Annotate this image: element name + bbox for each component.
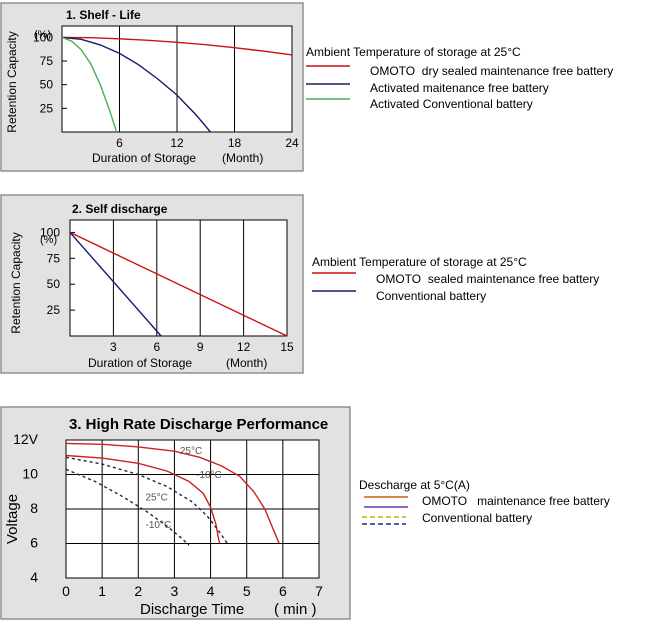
x-tick-label: 6 (279, 583, 287, 599)
y-tick-label: 10 (22, 466, 38, 482)
y-tick-label: 25 (40, 101, 54, 115)
chart2-series (69, 231, 288, 337)
x-tick-label: 0 (62, 583, 70, 599)
chart2-legend: Ambient Temperature of storage at 25°C O… (312, 255, 599, 303)
x-tick-label: 3 (110, 340, 117, 354)
series-line (65, 456, 230, 546)
curve-label: 25°C (146, 492, 168, 503)
x-tick-label: 9 (197, 340, 204, 354)
chart1-legend-title: Ambient Temperature of storage at 25°C (306, 45, 521, 59)
chart1-y-ticks: 100 75 50 25 (33, 30, 53, 115)
chart1-series (61, 36, 293, 133)
chart1-legend-label-activated-mf: Activated maitenance free battery (370, 81, 549, 95)
y-tick-label: 100 (40, 225, 60, 239)
chart2-y-unit: (%) (40, 234, 57, 246)
y-tick-label: 25 (47, 303, 61, 317)
chart2-y-ticks: 100 75 50 25 (40, 225, 60, 317)
chart2-y-label: Retention Capacity (9, 232, 23, 333)
chart3-x-ticks: 0 1 2 3 4 5 6 7 (62, 583, 323, 599)
chart2-x-unit: (Month) (226, 356, 267, 370)
chart1-legend-label-activated-conv: Activated Conventional battery (370, 97, 533, 111)
chart3-series (65, 442, 280, 546)
series-line (69, 231, 162, 337)
chart2-plot-area (69, 219, 288, 337)
x-tick-label: 3 (171, 583, 179, 599)
series-line (61, 36, 293, 56)
y-tick-label: 75 (47, 251, 61, 265)
chart3-grid (66, 440, 319, 578)
series-line (65, 454, 221, 544)
chart1-x-ticks: 6 12 18 24 (116, 136, 299, 150)
chart3-title: 3. High Rate Discharge Performance (69, 416, 328, 433)
chart1-y-label: Retention Capacity (5, 31, 19, 132)
y-tick-label: 6 (30, 535, 38, 551)
curve-label: 25°C (180, 446, 202, 457)
series-line (69, 231, 288, 337)
y-tick-label: 50 (47, 277, 61, 291)
series-line (61, 36, 118, 133)
x-tick-label: 5 (243, 583, 251, 599)
chart3-y-ticks: 12V 10 8 6 4 (13, 431, 39, 585)
chart2-legend-title: Ambient Temperature of storage at 25°C (312, 255, 527, 269)
chart2-title: 2. Self discharge (72, 202, 168, 216)
x-tick-label: 4 (207, 583, 215, 599)
chart1-x-label: Duration of Storage (92, 151, 196, 165)
chart3-x-unit: ( min ) (274, 601, 317, 618)
x-tick-label: 12 (237, 340, 251, 354)
chart1-x-unit: (Month) (222, 151, 263, 165)
chart2-x-ticks: 3 6 9 12 15 (110, 340, 294, 354)
x-tick-label: 24 (285, 136, 299, 150)
x-tick-label: 6 (116, 136, 123, 150)
series-line (61, 36, 212, 133)
chart1-legend: Ambient Temperature of storage at 25°C O… (306, 45, 613, 111)
chart3-legend-label-omoto: OMOTO maintenance free battery (422, 494, 610, 508)
x-tick-label: 12 (170, 136, 184, 150)
chart3-y-label: Voltage (4, 494, 21, 544)
y-tick-label: 50 (40, 78, 54, 92)
x-tick-label: 1 (98, 583, 106, 599)
x-tick-label: 18 (228, 136, 242, 150)
series-line (65, 442, 280, 544)
y-tick-label: 100 (33, 30, 53, 44)
chart3-legend: Descharge at 5°C(A) OMOTO maintenance fr… (359, 478, 610, 525)
x-tick-label: 15 (280, 340, 294, 354)
chart3-curve-labels: 25°C -10°C 25°C -10°C (146, 446, 222, 531)
chart1-title: 1. Shelf - Life (66, 8, 141, 22)
chart3-legend-title: Descharge at 5°C(A) (359, 478, 470, 492)
chart3-legend-label-conventional: Conventional battery (422, 511, 532, 525)
y-tick-label: 12V (13, 431, 39, 447)
chart2-legend-label-omoto: OMOTO sealed maintenance free battery (376, 272, 599, 286)
series-line (65, 468, 190, 546)
x-tick-label: 6 (153, 340, 160, 354)
y-tick-label: 4 (30, 569, 38, 585)
chart2-grid (70, 220, 245, 336)
chart2-legend-label-conventional: Conventional battery (376, 289, 486, 303)
curve-label: -10°C (196, 470, 222, 481)
chart-high-rate-discharge: 3. High Rate Discharge Performance 25°C -… (0, 406, 351, 620)
curve-label: -10°C (146, 520, 172, 531)
chart1-legend-label-omoto: OMOTO dry sealed maintenance free batter… (370, 64, 613, 78)
x-tick-label: 7 (315, 583, 323, 599)
y-tick-label: 75 (40, 54, 54, 68)
chart3-x-label: Discharge Time (140, 601, 244, 618)
chart1-y-unit: (%) (34, 29, 51, 41)
chart-shelf-life: 1. Shelf - Life 6 12 18 24 100 75 50 25 (%) Re… (0, 2, 304, 172)
chart2-x-label: Duration of Storage (88, 356, 192, 370)
y-tick-label: 8 (30, 500, 38, 516)
x-tick-label: 2 (134, 583, 142, 599)
